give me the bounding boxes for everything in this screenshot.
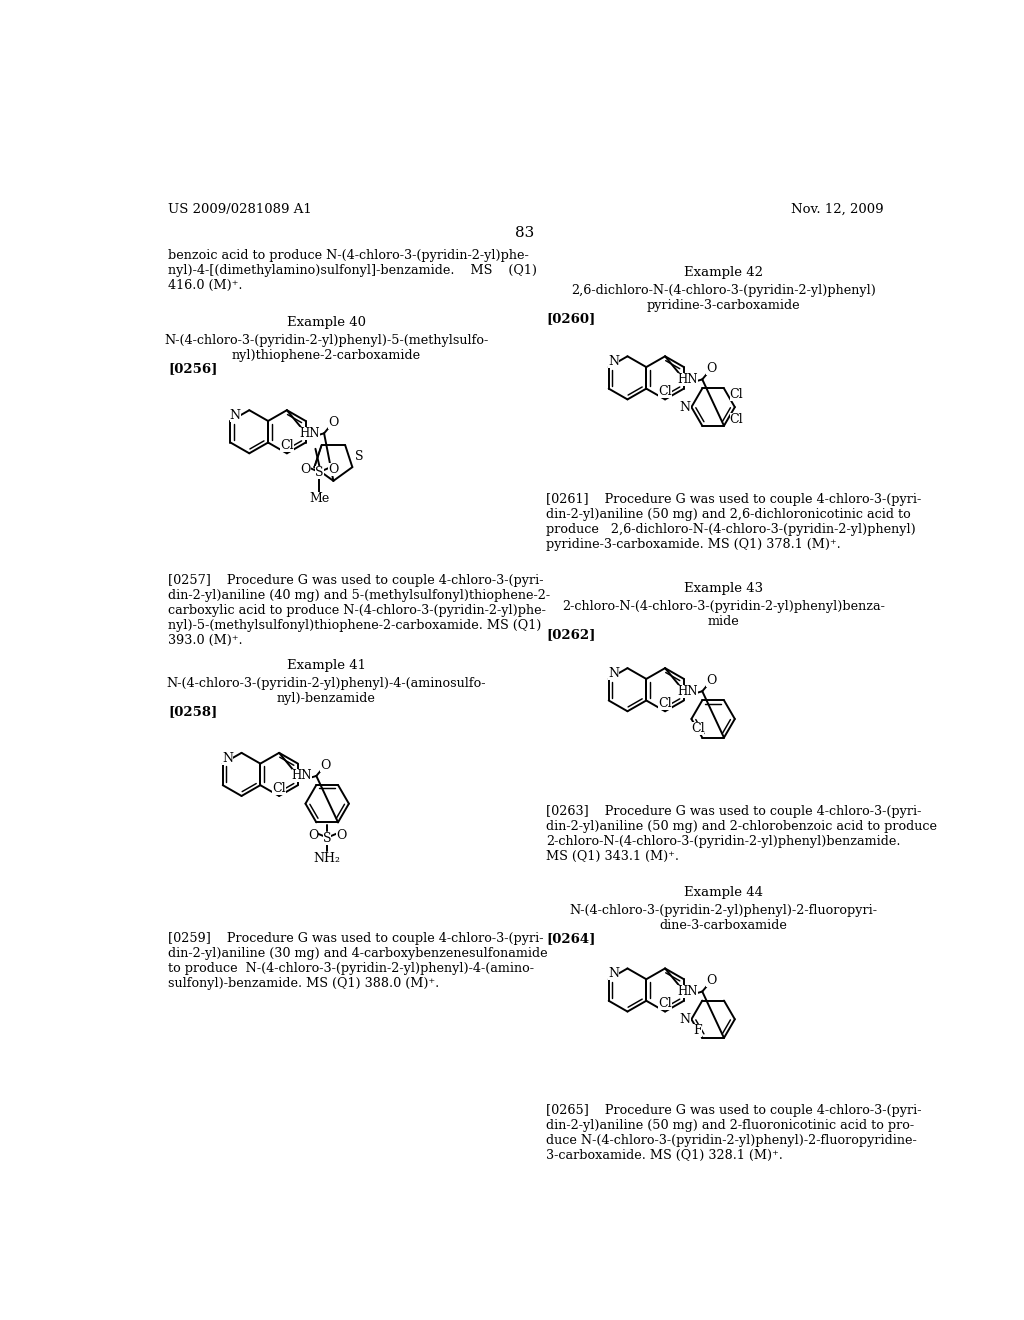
Text: HN: HN [678, 372, 698, 385]
Text: 83: 83 [515, 226, 535, 240]
Text: N-(4-chloro-3-(pyridin-2-yl)phenyl)-2-fluoropyri-
dine-3-carboxamide: N-(4-chloro-3-(pyridin-2-yl)phenyl)-2-fl… [569, 904, 878, 932]
Text: N-(4-chloro-3-(pyridin-2-yl)phenyl)-4-(aminosulfo-
nyl)-benzamide: N-(4-chloro-3-(pyridin-2-yl)phenyl)-4-(a… [167, 677, 486, 705]
Text: benzoic acid to produce N-(4-chloro-3-(pyridin-2-yl)phe-
nyl)-4-[(dimethylamino): benzoic acid to produce N-(4-chloro-3-(p… [168, 249, 538, 292]
Text: O: O [336, 829, 346, 842]
Text: Cl: Cl [658, 998, 672, 1010]
Text: Cl: Cl [729, 413, 743, 426]
Text: O: O [321, 759, 331, 772]
Text: Cl: Cl [658, 697, 672, 710]
Text: [0261]    Procedure G was used to couple 4-chloro-3-(pyri-
din-2-yl)aniline (50 : [0261] Procedure G was used to couple 4-… [547, 494, 922, 552]
Text: [0262]: [0262] [547, 628, 596, 642]
Text: Cl: Cl [658, 385, 672, 399]
Text: Example 40: Example 40 [287, 317, 366, 329]
Text: [0257]    Procedure G was used to couple 4-chloro-3-(pyri-
din-2-yl)aniline (40 : [0257] Procedure G was used to couple 4-… [168, 574, 551, 647]
Text: S: S [355, 450, 364, 462]
Text: S: S [315, 466, 324, 479]
Text: S: S [323, 832, 332, 845]
Text: [0265]    Procedure G was used to couple 4-chloro-3-(pyri-
din-2-yl)aniline (50 : [0265] Procedure G was used to couple 4-… [547, 1104, 922, 1162]
Text: Cl: Cl [272, 781, 286, 795]
Text: Example 42: Example 42 [684, 267, 763, 280]
Text: [0264]: [0264] [547, 932, 596, 945]
Text: N: N [608, 968, 618, 981]
Text: Example 41: Example 41 [287, 659, 366, 672]
Text: 2-chloro-N-(4-chloro-3-(pyridin-2-yl)phenyl)benza-
mide: 2-chloro-N-(4-chloro-3-(pyridin-2-yl)phe… [562, 599, 885, 627]
Text: O: O [300, 463, 310, 477]
Text: [0260]: [0260] [547, 313, 596, 326]
Text: N: N [608, 667, 618, 680]
Text: HN: HN [678, 985, 698, 998]
Text: US 2009/0281089 A1: US 2009/0281089 A1 [168, 203, 312, 216]
Text: Nov. 12, 2009: Nov. 12, 2009 [791, 203, 884, 216]
Text: HN: HN [299, 426, 319, 440]
Text: N: N [222, 751, 233, 764]
Text: O: O [328, 416, 339, 429]
Text: O: O [328, 463, 339, 477]
Text: Me: Me [309, 492, 330, 506]
Text: HN: HN [292, 770, 312, 783]
Text: [0256]: [0256] [168, 363, 218, 375]
Text: Example 43: Example 43 [684, 582, 763, 595]
Text: N: N [680, 400, 691, 413]
Text: N: N [608, 355, 618, 368]
Text: N: N [680, 1012, 691, 1026]
Text: Cl: Cl [280, 440, 294, 453]
Text: N-(4-chloro-3-(pyridin-2-yl)phenyl)-5-(methylsulfo-
nyl)thiophene-2-carboxamide: N-(4-chloro-3-(pyridin-2-yl)phenyl)-5-(m… [164, 334, 488, 362]
Text: Cl: Cl [691, 722, 705, 735]
Text: [0258]: [0258] [168, 705, 217, 718]
Text: N: N [229, 409, 241, 422]
Text: O: O [308, 829, 318, 842]
Text: HN: HN [678, 685, 698, 698]
Text: 2,6-dichloro-N-(4-chloro-3-(pyridin-2-yl)phenyl)
pyridine-3-carboxamide: 2,6-dichloro-N-(4-chloro-3-(pyridin-2-yl… [570, 284, 876, 312]
Text: [0263]    Procedure G was used to couple 4-chloro-3-(pyri-
din-2-yl)aniline (50 : [0263] Procedure G was used to couple 4-… [547, 805, 938, 863]
Text: O: O [707, 675, 717, 686]
Text: NH₂: NH₂ [313, 851, 341, 865]
Text: [0259]    Procedure G was used to couple 4-chloro-3-(pyri-
din-2-yl)aniline (30 : [0259] Procedure G was used to couple 4-… [168, 932, 548, 990]
Text: Example 44: Example 44 [684, 886, 763, 899]
Text: F: F [693, 1024, 701, 1036]
Text: Cl: Cl [729, 388, 743, 401]
Text: O: O [707, 362, 717, 375]
Text: O: O [707, 974, 717, 987]
